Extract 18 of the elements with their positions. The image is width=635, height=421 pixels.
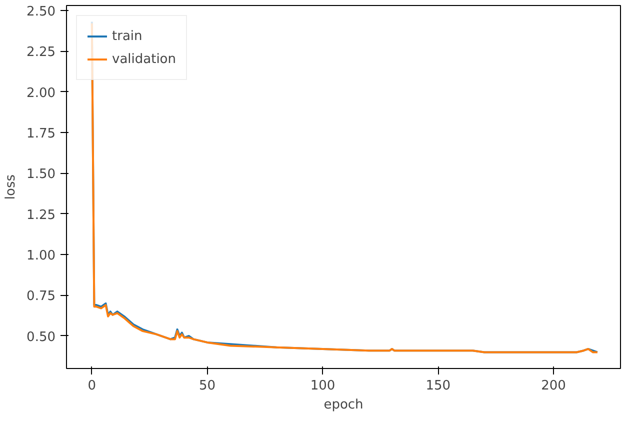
x-tick-label: 100: [310, 378, 336, 394]
y-tick-label: 2.25: [26, 45, 56, 60]
x-axis-title: epoch: [324, 398, 364, 412]
y-tick-label: 1.75: [26, 126, 56, 142]
y-axis-title: loss: [4, 174, 19, 200]
y-tick-label: 0.75: [26, 289, 56, 304]
x-tick-label: 0: [88, 378, 96, 394]
y-tick-label: 2.00: [26, 86, 56, 101]
y-tick-label: 1.25: [26, 208, 56, 223]
legend-label: validation: [112, 52, 176, 66]
legend-label: train: [112, 28, 142, 44]
y-tick-label: 1.50: [26, 167, 56, 182]
x-tick-label: 50: [199, 378, 216, 394]
y-tick-label: 1.00: [26, 248, 56, 264]
x-tick-label: 200: [541, 378, 566, 394]
y-tick-label: 2.50: [26, 4, 56, 20]
x-tick-label: 150: [426, 378, 451, 394]
y-tick-label: 0.50: [26, 330, 56, 345]
